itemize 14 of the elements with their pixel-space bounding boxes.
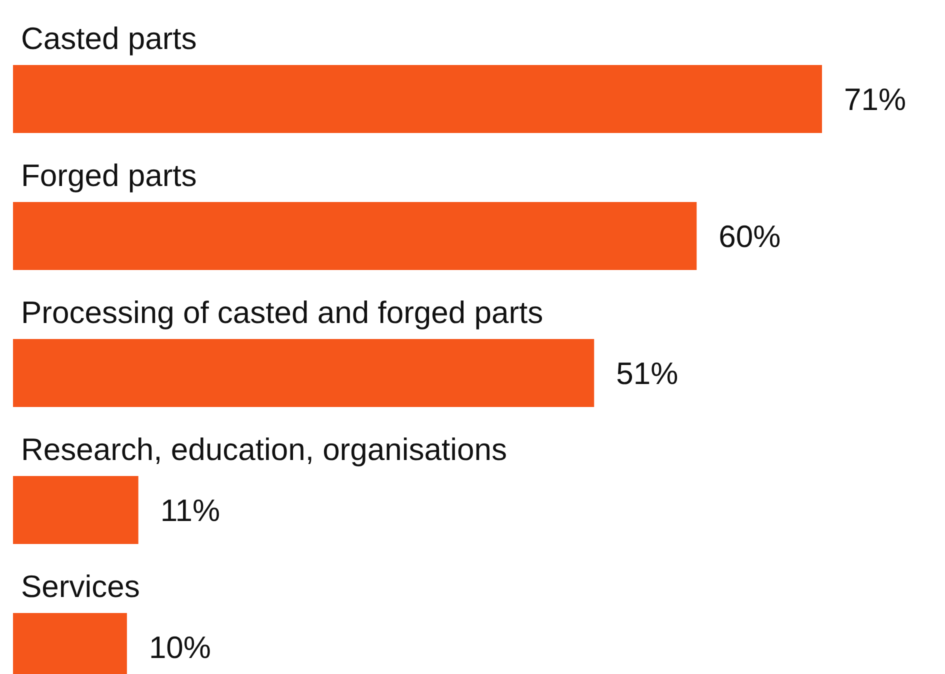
y-tick-label: Processing of casted and forged parts (21, 295, 544, 330)
bar (13, 202, 697, 270)
data-label: 10% (148, 630, 211, 665)
y-tick-label: Casted parts (21, 21, 197, 56)
bar (13, 476, 138, 544)
data-label: 11% (160, 492, 220, 528)
data-label: 60% (718, 218, 781, 254)
y-tick-label: Services (21, 569, 140, 604)
bar (13, 339, 594, 407)
y-tick-label: Forged parts (21, 158, 197, 193)
bar (13, 65, 822, 133)
data-label: 51% (616, 356, 678, 391)
data-label: 71% (844, 82, 906, 117)
y-tick-label: Research, education, organisations (21, 432, 507, 467)
